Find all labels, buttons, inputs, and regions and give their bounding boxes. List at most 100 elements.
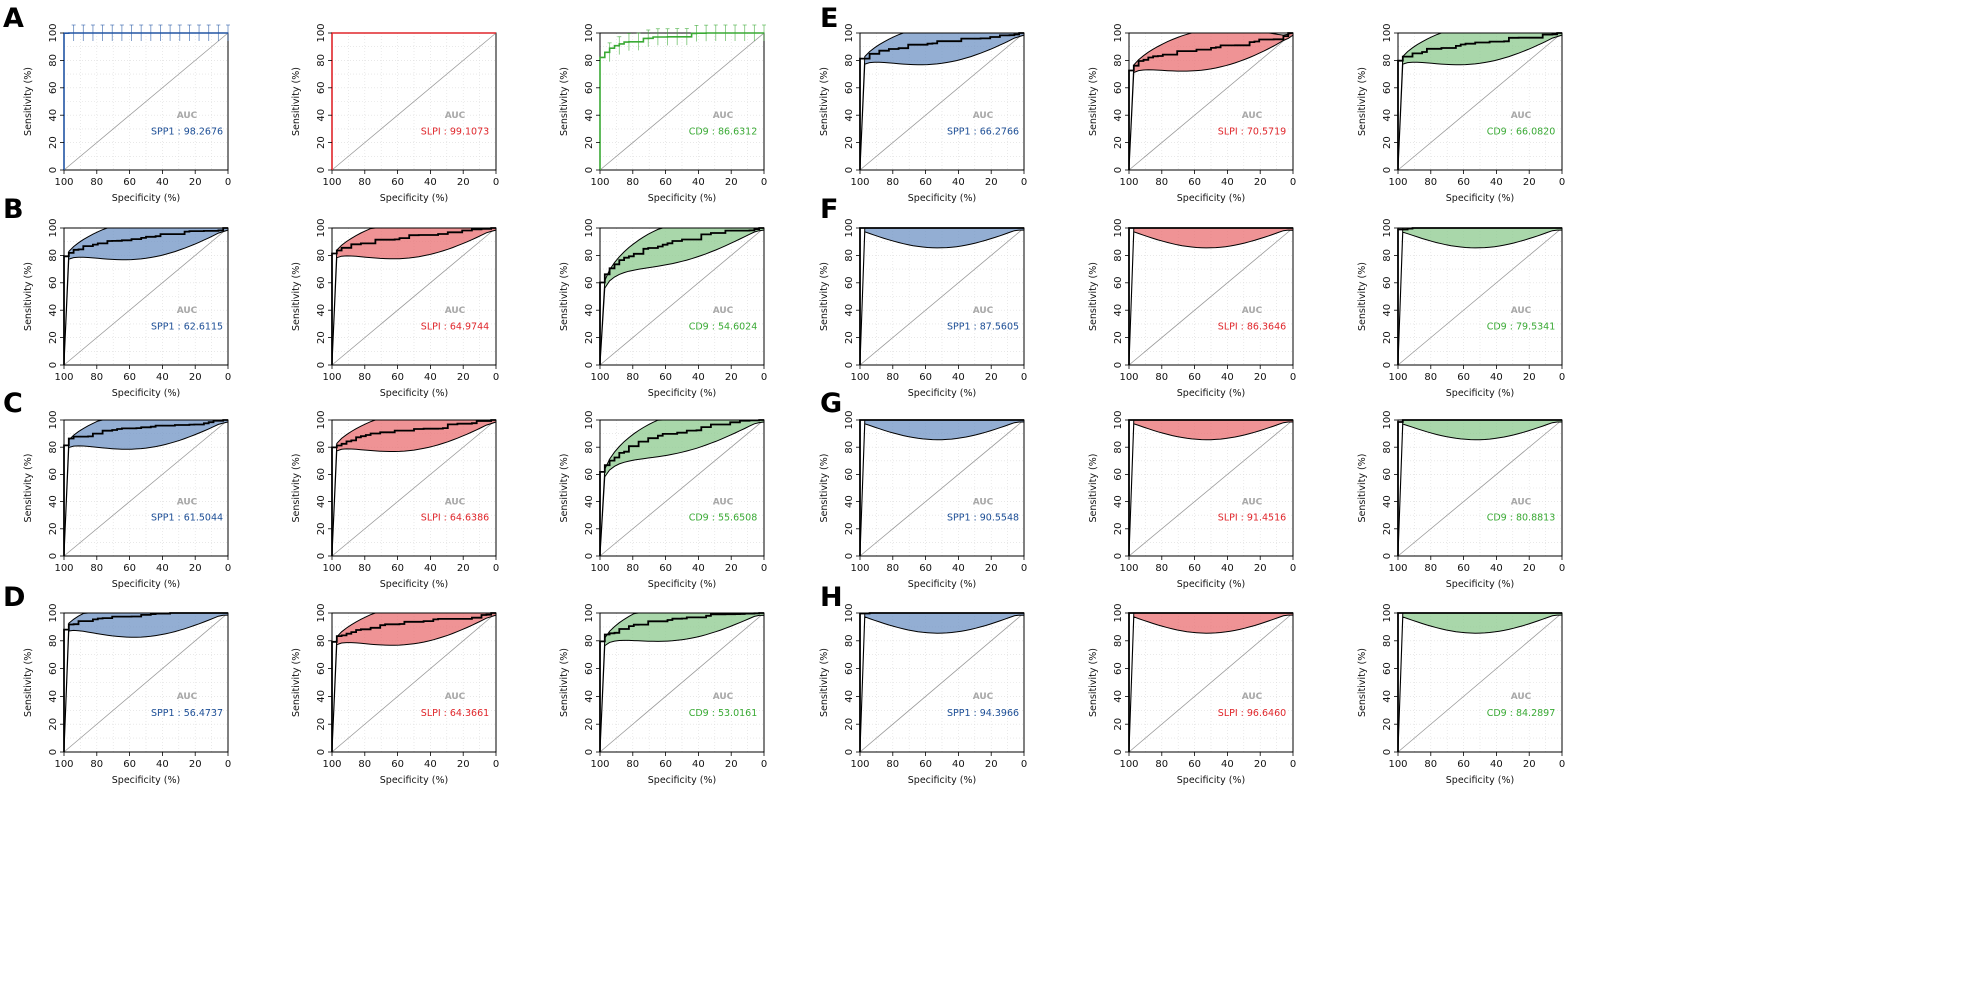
y-tick-label: 100 <box>316 23 327 42</box>
x-tick-label: 20 <box>457 759 470 770</box>
x-tick-label: 80 <box>358 372 371 383</box>
chance-diagonal <box>1397 612 1563 753</box>
y-axis-label: Sensitivity (%) <box>819 454 830 523</box>
x-tick-label: 100 <box>1388 563 1407 574</box>
auc-title: AUC <box>177 692 198 702</box>
x-tick-label: 20 <box>1523 177 1536 188</box>
chance-diagonal <box>1128 227 1294 366</box>
panel-g-spp1: 100 100 80 80 60 60 40 40 20 20 0 0 Specificity (%) S… <box>819 410 1027 590</box>
y-tick-label: 40 <box>844 109 855 122</box>
x-tick-label: 0 <box>493 759 499 770</box>
y-tick-label: 40 <box>1382 495 1393 508</box>
y-tick-label: 100 <box>316 218 327 237</box>
x-tick-label: 20 <box>189 759 202 770</box>
panel-h-slpi: 100 100 80 80 60 60 40 40 20 20 0 0 Specificity (%) S… <box>1088 603 1296 786</box>
axes: 100 100 80 80 60 60 40 40 20 20 0 0 Specificity (%) S… <box>819 410 1027 590</box>
panel-d-slpi: 100 100 80 80 60 60 40 40 20 20 0 0 Specificity (%) S… <box>291 603 499 786</box>
x-tick-label: 20 <box>985 177 998 188</box>
y-axis-label: Sensitivity (%) <box>1088 454 1099 523</box>
x-axis-label: Specificity (%) <box>1177 775 1245 786</box>
x-tick-label: 20 <box>1254 372 1267 383</box>
x-tick-label: 0 <box>1290 372 1296 383</box>
chance-diagonal <box>63 419 229 557</box>
confidence-band <box>859 32 1025 171</box>
y-tick-label: 100 <box>48 23 59 42</box>
panel-c-cd9: 100 100 80 80 60 60 40 40 20 20 0 0 Specificity (%) S… <box>559 410 767 590</box>
y-tick-label: 60 <box>316 468 327 481</box>
y-tick-label: 0 <box>48 553 59 559</box>
y-tick-label: 0 <box>844 167 855 173</box>
x-tick-label: 100 <box>1119 177 1138 188</box>
x-tick-label: 60 <box>391 177 404 188</box>
chance-diagonal <box>859 32 1025 171</box>
y-axis-label: Sensitivity (%) <box>559 262 570 331</box>
auc-value: SLPI : 64.3661 <box>421 708 489 719</box>
x-tick-label: 80 <box>90 759 103 770</box>
y-tick-label: 80 <box>1382 634 1393 647</box>
y-tick-label: 20 <box>1382 331 1393 344</box>
auc-value: SLPI : 96.6460 <box>1218 708 1286 719</box>
chance-diagonal <box>63 612 229 753</box>
y-tick-label: 60 <box>316 662 327 675</box>
roc-curve <box>1128 419 1293 556</box>
x-tick-label: 0 <box>493 563 499 574</box>
y-tick-label: 100 <box>316 603 327 622</box>
x-tick-label: 60 <box>1457 177 1470 188</box>
y-tick-label: 60 <box>48 81 59 94</box>
chance-diagonal <box>1397 227 1563 366</box>
x-tick-label: 20 <box>725 563 738 574</box>
y-tick-label: 80 <box>584 634 595 647</box>
y-tick-label: 20 <box>844 331 855 344</box>
y-tick-label: 20 <box>1113 331 1124 344</box>
y-tick-label: 80 <box>1113 249 1124 262</box>
x-tick-label: 20 <box>189 563 202 574</box>
x-tick-label: 20 <box>985 563 998 574</box>
y-tick-label: 60 <box>1382 276 1393 289</box>
y-tick-label: 0 <box>584 553 595 559</box>
auc-value: SPP1 : 87.5605 <box>947 321 1019 332</box>
x-tick-label: 100 <box>322 759 341 770</box>
x-tick-label: 100 <box>54 759 73 770</box>
roc-curve <box>63 419 228 556</box>
y-tick-label: 80 <box>316 249 327 262</box>
y-tick-label: 0 <box>1113 553 1124 559</box>
panel-e-spp1: 100 100 80 80 60 60 40 40 20 20 0 0 Specificity (%) S… <box>819 23 1027 204</box>
x-tick-label: 60 <box>659 563 672 574</box>
chance-diagonal <box>859 612 1025 753</box>
x-axis-label: Specificity (%) <box>112 579 180 590</box>
x-tick-label: 0 <box>1559 759 1565 770</box>
x-tick-label: 60 <box>919 759 932 770</box>
x-tick-label: 80 <box>1424 563 1437 574</box>
x-tick-label: 60 <box>391 759 404 770</box>
x-tick-label: 40 <box>692 177 705 188</box>
x-tick-label: 60 <box>919 177 932 188</box>
x-tick-label: 40 <box>424 563 437 574</box>
panel-h-spp1: 100 100 80 80 60 60 40 40 20 20 0 0 Specificity (%) S… <box>819 603 1027 786</box>
auc-value: CD9 : 80.8813 <box>1487 513 1556 524</box>
auc-value: CD9 : 84.2897 <box>1487 708 1556 719</box>
x-axis-label: Specificity (%) <box>908 388 976 399</box>
y-axis-label: Sensitivity (%) <box>23 262 34 331</box>
auc-title: AUC <box>1511 497 1532 507</box>
x-tick-label: 80 <box>90 372 103 383</box>
auc-value: CD9 : 55.6508 <box>689 513 758 524</box>
y-axis-label: Sensitivity (%) <box>23 67 34 136</box>
y-tick-label: 20 <box>584 136 595 149</box>
x-tick-label: 40 <box>1221 372 1234 383</box>
auc-title: AUC <box>973 306 994 316</box>
x-tick-label: 40 <box>1221 759 1234 770</box>
x-tick-label: 40 <box>424 759 437 770</box>
x-axis-label: Specificity (%) <box>648 388 716 399</box>
x-tick-label: 40 <box>952 563 965 574</box>
y-tick-label: 100 <box>584 218 595 237</box>
x-tick-label: 60 <box>659 372 672 383</box>
auc-title: AUC <box>1242 111 1263 121</box>
y-axis-label: Sensitivity (%) <box>1357 67 1368 136</box>
x-tick-label: 0 <box>225 563 231 574</box>
x-tick-label: 100 <box>590 759 609 770</box>
auc-title: AUC <box>445 692 466 702</box>
panel-f-spp1: 100 100 80 80 60 60 40 40 20 20 0 0 Specificity (%) S… <box>819 218 1027 399</box>
auc-title: AUC <box>713 497 734 507</box>
y-tick-label: 40 <box>316 304 327 317</box>
y-tick-label: 80 <box>1382 441 1393 454</box>
